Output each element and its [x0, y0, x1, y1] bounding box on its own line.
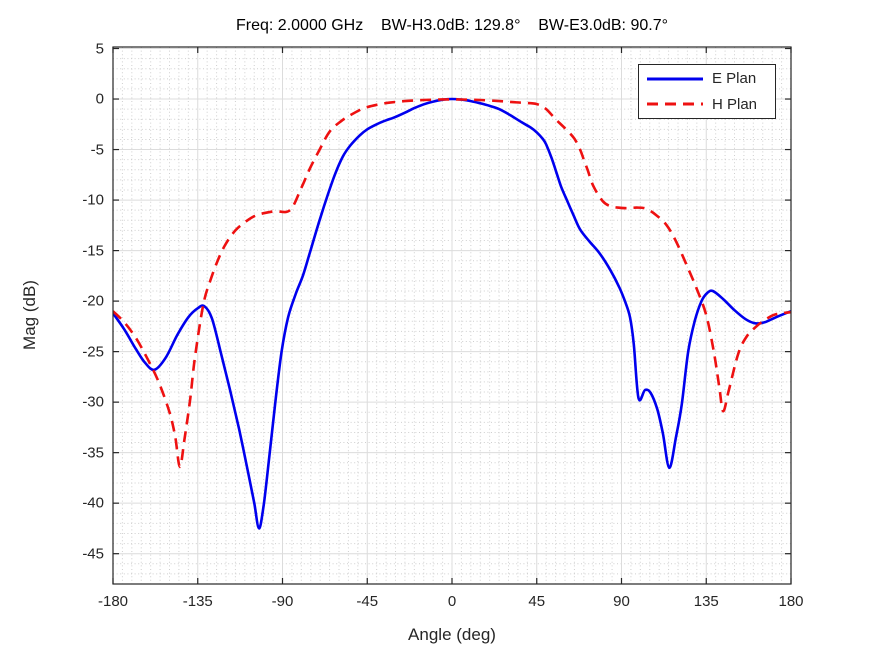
- x-tick-label: 45: [528, 593, 546, 610]
- e-plan-curve: [113, 97, 791, 530]
- major-grid: [113, 47, 791, 584]
- y-tick-label: -45: [82, 545, 104, 563]
- y-tick-label: -35: [82, 444, 104, 462]
- chart-title: Freq: 2.0000 GHz BW-H3.0dB: 129.8° BW-E3…: [236, 17, 668, 34]
- x-tick-label: -90: [271, 593, 294, 610]
- legend-item-e-plan: E Plan: [639, 67, 775, 91]
- x-tick-label: 180: [778, 593, 804, 610]
- e-plan-line-icon: [647, 77, 703, 81]
- curves: [113, 97, 791, 530]
- legend: E Plan H Plan: [638, 64, 776, 119]
- h-plan-line-icon: [647, 102, 703, 106]
- y-tick-label: -20: [82, 292, 104, 310]
- y-tick-label: -10: [82, 191, 104, 209]
- y-tick-label: 5: [95, 40, 104, 57]
- legend-label-h-plan: H Plan: [712, 95, 758, 113]
- axes-box: [112, 46, 792, 585]
- y-tick-label: -40: [82, 494, 104, 512]
- x-tick-label: -180: [97, 593, 129, 610]
- y-tick-label: -25: [82, 343, 104, 361]
- h-plan-curve: [113, 98, 791, 469]
- x-tick-label: 0: [447, 593, 457, 610]
- y-tick-label: -5: [90, 141, 104, 159]
- x-tick-label: 90: [613, 593, 630, 610]
- legend-label-e-plan: E Plan: [712, 70, 757, 88]
- x-tick-label: 135: [693, 593, 719, 610]
- y-axis-label: Mag (dB): [20, 280, 39, 350]
- y-tick-label: -30: [82, 393, 104, 411]
- legend-item-h-plan: H Plan: [639, 92, 775, 116]
- y-tick-label: -15: [82, 242, 104, 260]
- x-tick-label: -45: [356, 593, 379, 610]
- y-tick-label: 0: [95, 90, 104, 108]
- x-tick-label: -135: [182, 593, 213, 610]
- x-axis-label: Angle (deg): [408, 625, 496, 644]
